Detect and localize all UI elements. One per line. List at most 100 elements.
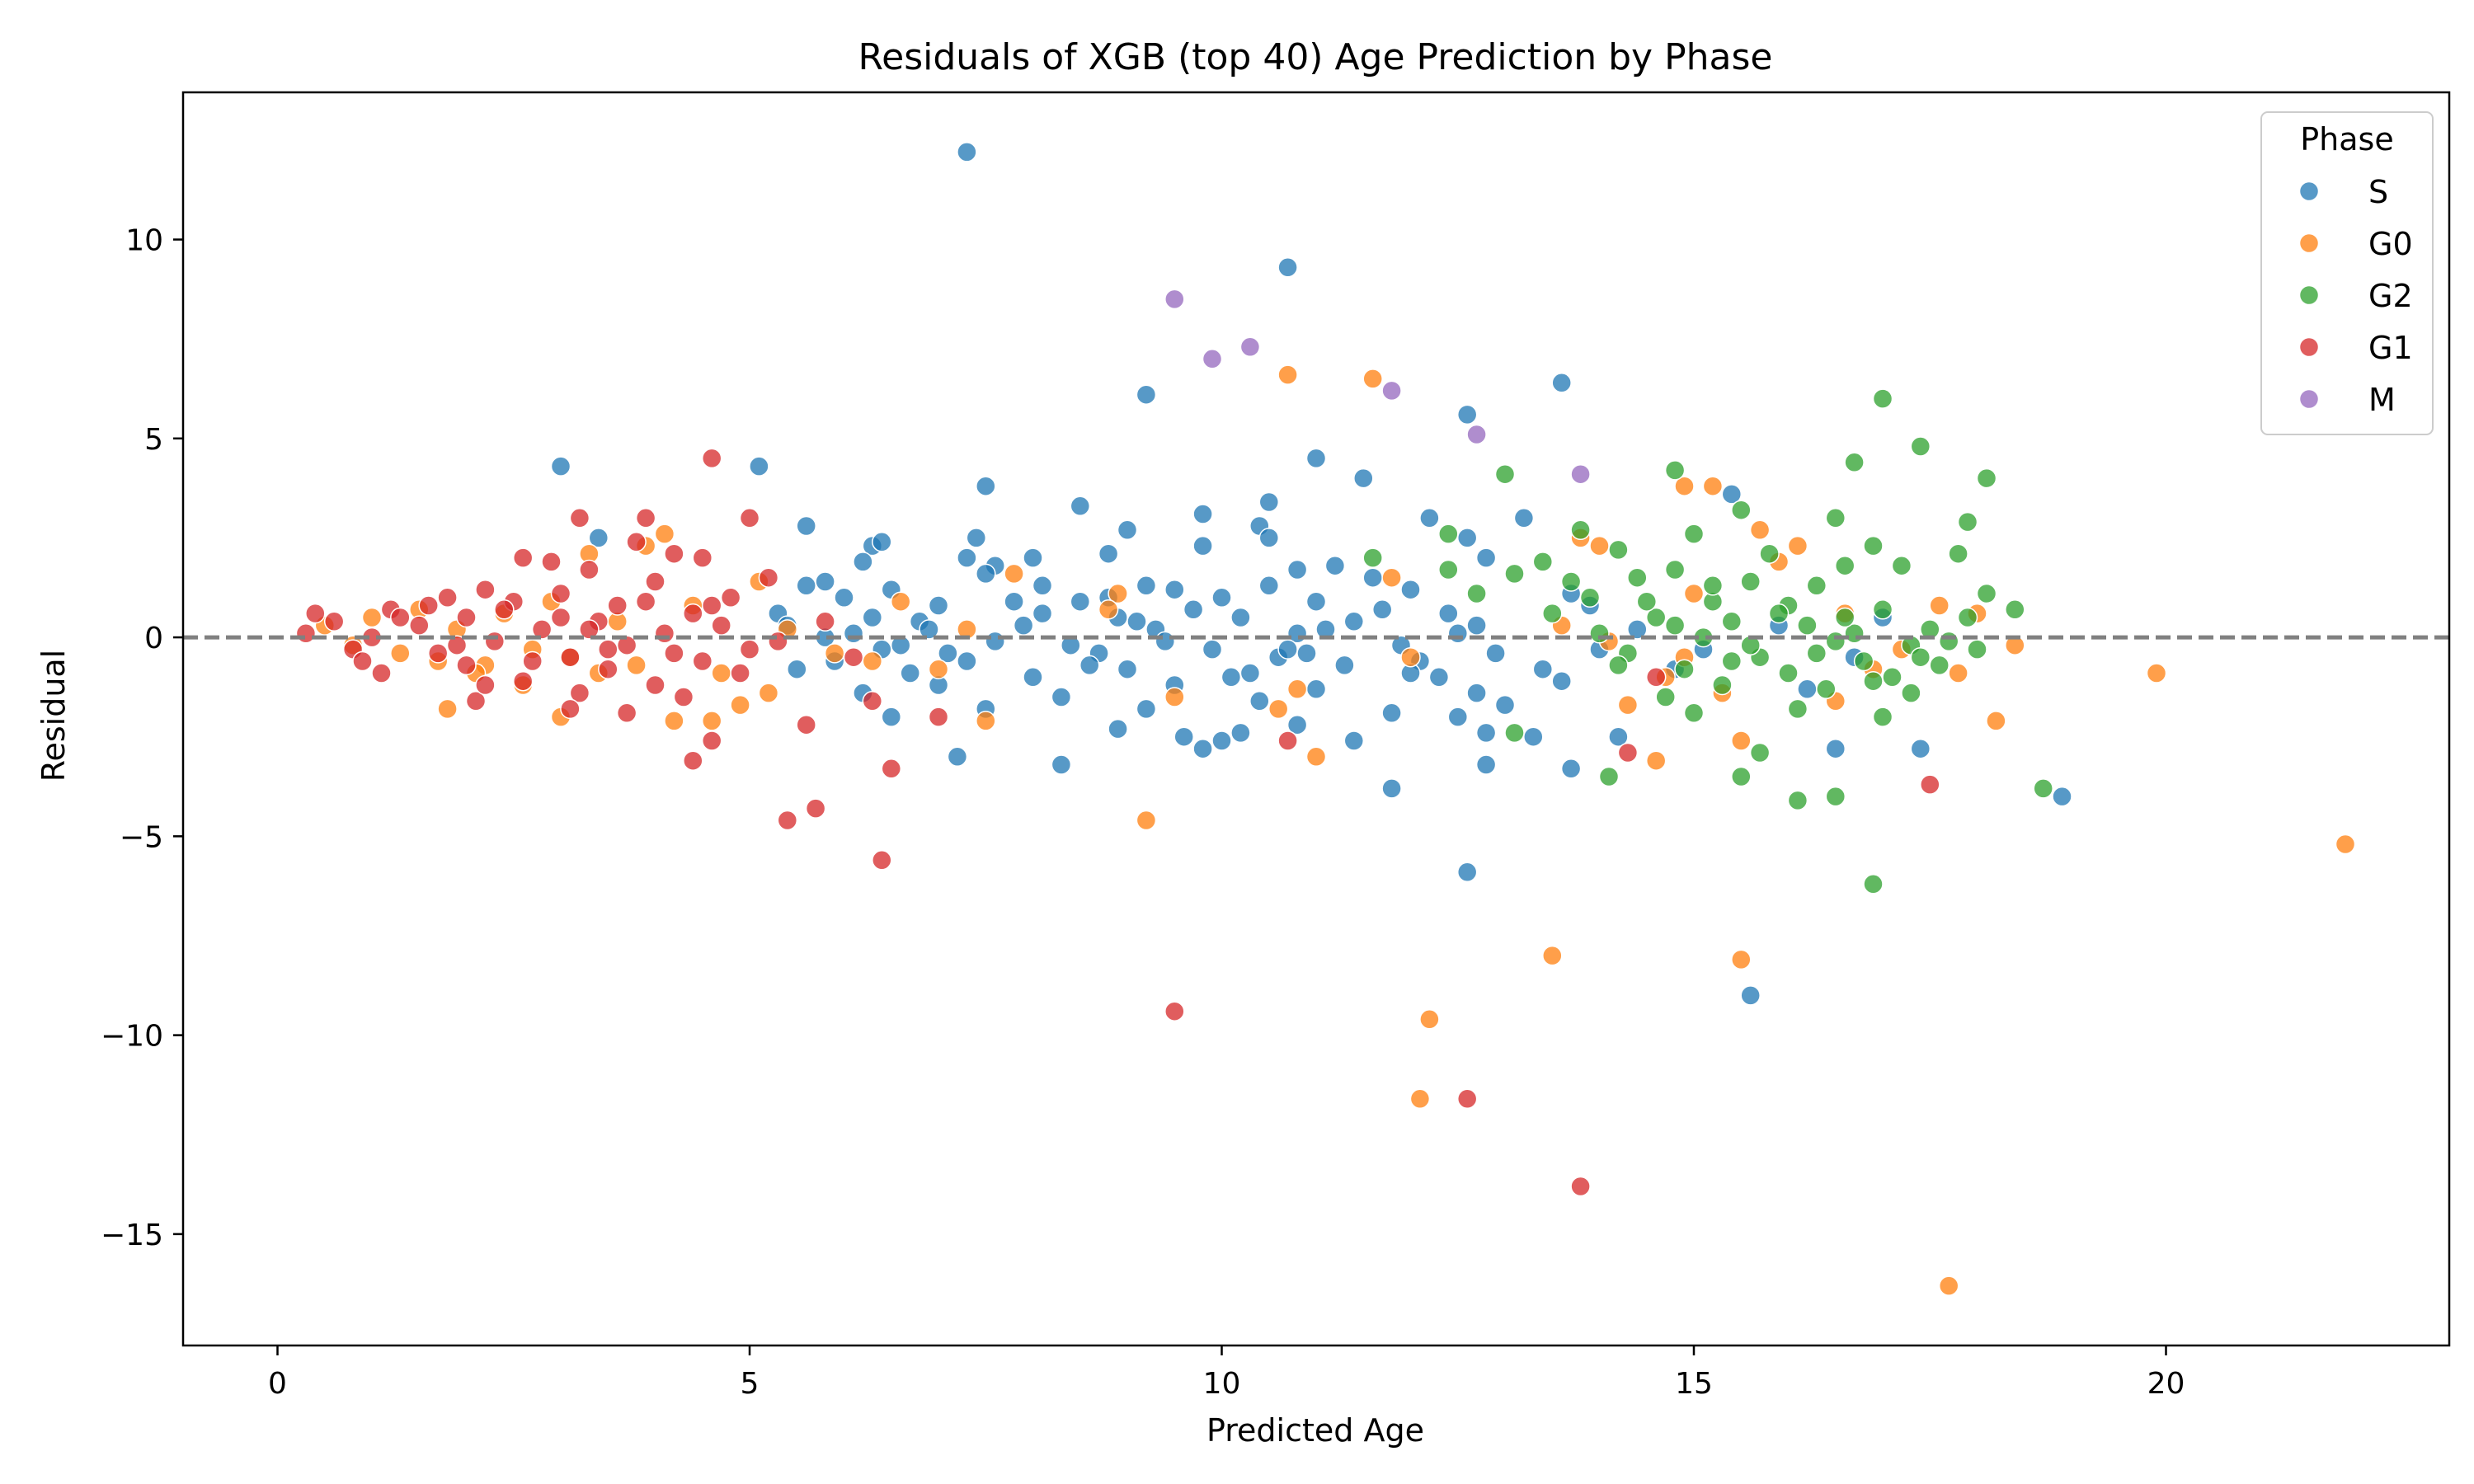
data-point-s [862,607,883,628]
data-point-s [1192,738,1213,759]
data-point-g2 [1844,452,1865,473]
data-point-g1 [456,607,477,628]
data-point-g2 [1466,583,1487,604]
y-tick-label: 10 [125,224,163,258]
data-point-g1 [475,674,496,696]
data-point-s [1494,694,1516,716]
x-axis-ticks: 0 5 10 15 20 [268,1345,2185,1401]
data-point-s [1438,603,1459,624]
data-point-g2 [1816,679,1837,700]
data-point-g2 [1749,742,1771,763]
data-point-g2 [1683,524,1705,544]
data-point-s [1324,555,1346,576]
data-point-g2 [1825,786,1846,807]
data-point-g2 [1872,707,1893,727]
data-point-g2 [1570,519,1591,541]
series-g1 [295,448,1940,1197]
data-point-g1 [692,547,713,568]
data-point-s [1051,754,1072,775]
data-point-s [976,563,996,585]
data-point-g2 [1967,639,1987,660]
data-point-s [1362,567,1383,588]
data-point-g2 [1579,587,1601,608]
legend-label-s: S [2368,174,2388,210]
data-point-m [1570,463,1591,485]
data-point-g1 [616,635,637,655]
data-point-s [1183,599,1204,620]
data-point-s [938,643,958,664]
data-point-g2 [1834,607,1856,628]
data-point-g2 [1872,388,1893,409]
x-tick-label: 0 [268,1367,287,1401]
data-point-s [1070,495,1091,517]
data-point-g2 [1664,615,1686,636]
data-point-s [1456,528,1478,548]
data-point-g1 [683,750,703,771]
data-point-g2 [1957,607,1978,628]
data-point-s [834,587,854,608]
data-point-s [1117,659,1138,679]
data-point-g1 [673,687,694,707]
plot-area: 0 5 10 15 20 10 5 0 −5 −10 −15 [101,91,2451,1401]
data-point-g1 [579,559,600,580]
data-point-g1 [758,567,779,588]
data-point-g1 [730,663,750,683]
y-axis-label: Residual [35,650,72,782]
data-point-g2 [1636,591,1658,612]
data-point-g1 [446,635,468,655]
data-point-s [1117,519,1138,541]
data-point-g1 [456,655,477,676]
data-point-g2 [1721,650,1743,672]
data-point-s [2052,786,2072,807]
data-point-g2 [1891,555,1912,576]
legend-item-g1: G1 [2298,330,2413,366]
data-point-g1 [701,730,722,751]
data-point-s [1551,373,1572,393]
data-point-g0 [2335,834,2356,855]
data-point-g1 [512,670,534,692]
data-point-s [957,650,977,672]
legend-marker-g1 [2298,336,2320,358]
data-point-s [1051,687,1072,707]
data-point-s [843,623,864,644]
data-point-g2 [1768,603,1790,624]
data-point-g1 [777,810,798,831]
data-point-g1 [654,623,675,644]
data-point-s [1070,591,1091,612]
data-point-g2 [1825,631,1846,652]
data-point-g1 [796,714,816,735]
data-point-s [1400,579,1421,600]
data-point-g0 [1409,1088,1431,1110]
data-point-s [1211,587,1232,608]
legend-item-m: M [2298,382,2396,418]
x-axis-label: Predicted Age [1206,1412,1424,1449]
data-point-m [1164,289,1185,310]
data-point-g1 [512,547,534,568]
data-point-s [1004,591,1024,612]
data-point-s [1258,491,1280,513]
data-point-s [1277,257,1298,278]
legend-marker-g0 [2298,232,2320,254]
data-point-g1 [862,691,883,711]
data-point-s [1221,667,1242,688]
data-point-g0 [1400,646,1421,668]
data-point-g1 [390,607,411,628]
data-point-s [1447,623,1469,644]
data-point-s [1447,707,1469,727]
data-point-g2 [1957,511,1978,533]
legend-label-m: M [2368,382,2396,418]
data-point-s [796,515,816,537]
data-point-g2 [1731,766,1752,787]
data-point-g2 [2033,778,2053,799]
data-point-g0 [1617,694,1639,716]
legend-title: Phase [2300,121,2393,157]
data-point-g0 [1164,687,1185,707]
data-point-s [1456,404,1478,425]
data-point-g1 [295,623,317,644]
y-tick-label: −15 [101,1219,163,1252]
data-point-s [1023,547,1043,568]
data-point-g2 [1627,567,1648,588]
data-point-g1 [1456,1088,1478,1110]
data-point-s [1721,484,1743,505]
data-point-g0 [1929,595,1950,616]
